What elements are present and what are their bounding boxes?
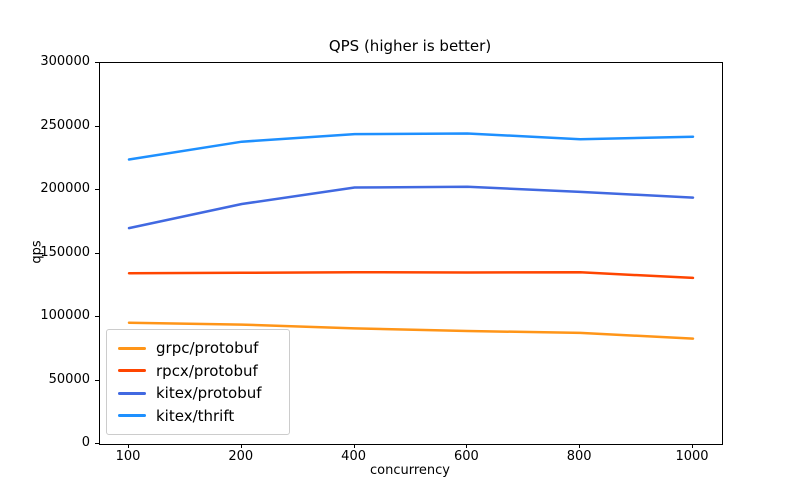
legend-item: grpc/protobuf xyxy=(118,337,278,359)
x-tick-label: 100 xyxy=(115,449,141,464)
chart-title: QPS (higher is better) xyxy=(328,37,492,55)
legend-line-swatch xyxy=(118,369,146,373)
y-tick-mark xyxy=(95,316,99,317)
y-tick-label: 150000 xyxy=(40,244,90,260)
legend-label: grpc/protobuf xyxy=(156,339,259,357)
x-tick-label: 1000 xyxy=(675,449,709,464)
legend-line-swatch xyxy=(118,391,146,395)
series-line-rpcx-protobuf xyxy=(127,270,695,280)
y-tick-mark xyxy=(95,126,99,127)
x-tick-label: 600 xyxy=(453,449,479,464)
plot-area: grpc/protobuf rpcx/protobuf kitex/protobuf… xyxy=(99,62,723,445)
line-chart xyxy=(127,132,695,340)
x-tick-mark xyxy=(241,444,242,448)
legend: grpc/protobuf rpcx/protobuf kitex/protobuf… xyxy=(106,329,290,435)
legend-label: rpcx/protobuf xyxy=(156,361,258,380)
legend-item: kitex/thrift xyxy=(118,405,278,427)
x-tick-mark xyxy=(579,444,580,448)
x-tick-mark xyxy=(354,444,355,448)
y-tick-label: 0 xyxy=(81,435,90,450)
x-tick-mark xyxy=(128,444,129,448)
legend-line-swatch xyxy=(118,346,146,350)
x-tick-mark xyxy=(466,444,467,448)
legend-item: kitex/protobuf xyxy=(118,382,278,404)
y-tick-mark xyxy=(95,253,99,254)
y-tick-label: 250000 xyxy=(40,117,90,133)
series-line-kitex-protobuf xyxy=(127,185,695,230)
x-tick-label: 800 xyxy=(566,449,592,464)
y-tick-label: 200000 xyxy=(40,181,90,196)
y-tick-mark xyxy=(95,380,99,381)
x-tick-label: 200 xyxy=(228,449,254,464)
legend-item: rpcx/protobuf xyxy=(118,360,278,382)
legend-label: kitex/protobuf xyxy=(156,384,262,403)
series-line-grpc-protobuf xyxy=(127,321,695,340)
y-tick-mark xyxy=(95,62,99,63)
y-tick-mark xyxy=(95,443,99,444)
legend-line-swatch xyxy=(118,414,146,418)
x-tick-label: 400 xyxy=(341,449,366,464)
y-tick-label: 50000 xyxy=(48,371,90,387)
y-tick-mark xyxy=(95,189,99,190)
series-line-kitex-thrift xyxy=(127,132,695,161)
y-tick-label: 100000 xyxy=(40,308,90,323)
x-tick-mark xyxy=(692,444,693,448)
legend-label: kitex/thrift xyxy=(156,406,235,425)
x-axis-label: concurrency xyxy=(370,463,450,478)
y-tick-label: 300000 xyxy=(40,54,90,69)
